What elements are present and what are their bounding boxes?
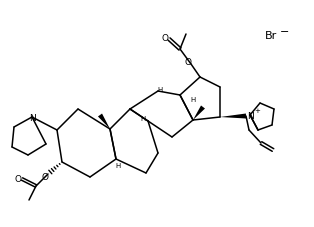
Text: O: O [185,57,192,66]
Text: H: H [140,116,146,121]
Text: N: N [29,113,35,122]
Text: O: O [161,33,169,42]
Text: H: H [190,96,196,103]
Text: H: H [115,162,121,168]
Text: N: N [246,111,253,120]
Text: −: − [280,27,290,37]
Text: +: + [254,108,260,114]
Text: O: O [14,174,21,183]
Polygon shape [98,114,110,129]
Text: H: H [157,87,163,93]
Text: Br: Br [265,31,277,41]
Polygon shape [220,114,246,119]
Polygon shape [193,106,205,121]
Text: O: O [41,172,48,181]
